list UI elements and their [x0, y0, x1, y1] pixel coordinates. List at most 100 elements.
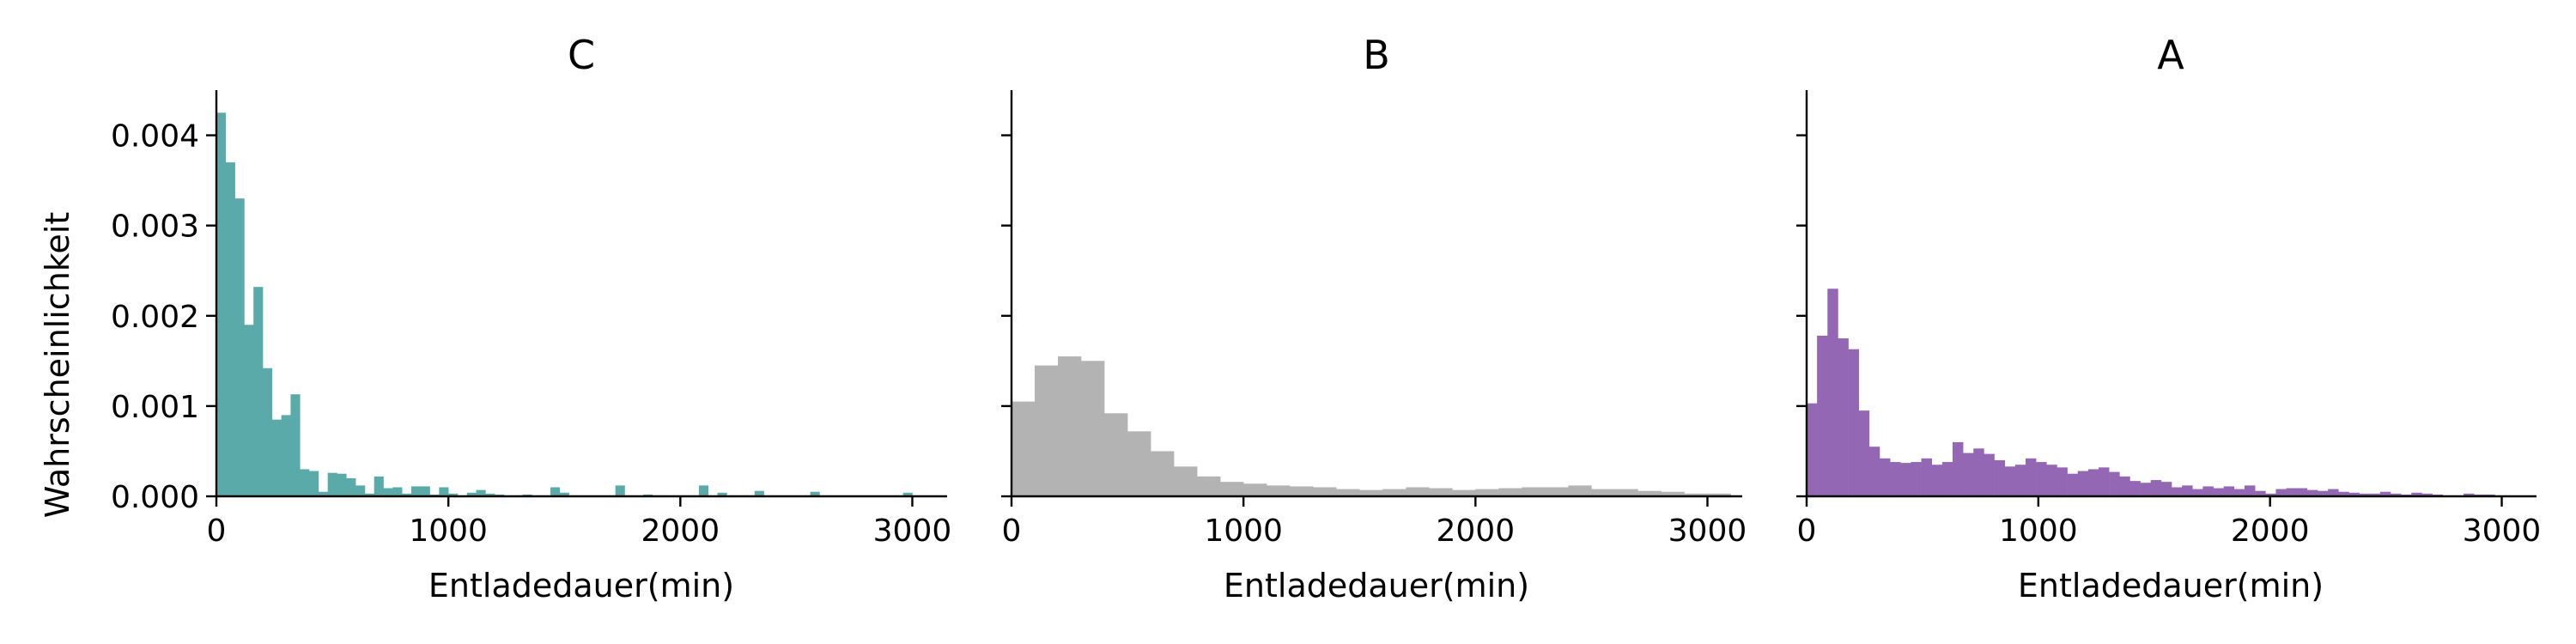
histogram-bar: [1220, 482, 1244, 496]
histogram-bar: [1243, 483, 1267, 496]
histogram-bar: [2046, 465, 2057, 496]
histogram-bar: [281, 415, 291, 496]
panel-b: B Entladedauer(min) 0 1000 2000 3000: [1001, 32, 1747, 605]
histogram-bar: [318, 491, 328, 496]
x-tick-label: 2000: [2231, 513, 2310, 549]
histogram-bar: [1890, 462, 1901, 496]
histogram-bar: [1545, 487, 1569, 496]
histogram-bar: [392, 487, 403, 496]
x-tick-label: 3000: [873, 513, 952, 549]
histogram-bar: [355, 485, 366, 496]
y-tick-label: 0.004: [111, 119, 199, 155]
histogram-bar: [1817, 335, 1828, 496]
histogram-bar: [1475, 489, 1499, 496]
histogram-bar: [2369, 493, 2381, 496]
histogram-bar: [810, 491, 820, 496]
histogram-bar: [1858, 410, 1870, 496]
histogram-bar: [1911, 462, 1922, 496]
ticks-b: 0 1000 2000 3000: [1001, 134, 1747, 549]
histogram-bar: [2202, 486, 2214, 496]
ticks-a: 0 1000 2000 3000: [1796, 134, 2542, 549]
histogram-bar: [1359, 489, 1383, 496]
x-tick-label: 2000: [641, 513, 720, 549]
histogram-bar: [902, 492, 913, 496]
histogram-bar: [1429, 488, 1453, 496]
histogram-bar: [1012, 401, 1036, 496]
histogram-bar: [448, 493, 459, 496]
histogram-bar: [374, 476, 384, 496]
histogram-bar: [2338, 491, 2349, 496]
histogram-bar: [327, 472, 337, 496]
histogram-bar: [2286, 488, 2298, 496]
histogram-bar: [1127, 431, 1151, 496]
histogram-bar: [1941, 462, 1953, 496]
histogram-bar: [346, 477, 356, 496]
histogram-bar: [337, 473, 347, 496]
histogram-bar: [410, 486, 422, 496]
histogram-bar: [466, 492, 477, 496]
histogram-bar: [420, 486, 430, 496]
histogram-bar: [2328, 489, 2339, 496]
histogram-bar: [1081, 361, 1105, 496]
histogram-bar: [2421, 493, 2433, 496]
x-tick-label: 0: [1797, 513, 1817, 549]
x-tick-label: 3000: [2463, 513, 2542, 549]
x-tick-label: 1000: [409, 513, 488, 549]
histogram-bar: [2306, 489, 2318, 496]
histogram-bar: [2014, 465, 2026, 496]
histogram-bar: [263, 368, 273, 496]
histogram-bar: [364, 493, 375, 496]
histogram-bar: [1382, 489, 1406, 496]
histogram-bar: [2245, 485, 2256, 496]
histogram-bar: [1931, 465, 1943, 496]
histogram-bar: [1313, 487, 1337, 496]
x-tick-label: 0: [207, 513, 227, 549]
histogram-bar: [253, 287, 264, 496]
histogram-bar: [1058, 356, 1082, 496]
histogram-bar: [1637, 490, 1662, 496]
histogram-bar: [2057, 467, 2068, 496]
panel-title-c: C: [568, 32, 595, 78]
histogram-bar: [2379, 491, 2391, 496]
histogram-bar: [1984, 453, 1995, 496]
histogram-bar: [1827, 289, 1838, 496]
histogram-bar: [1614, 489, 1638, 496]
histogram-bar: [402, 493, 412, 496]
histogram-bar: [2109, 471, 2120, 496]
histogram-bar: [2265, 493, 2276, 496]
histogram-bar: [2036, 462, 2047, 496]
histogram-bar: [754, 490, 764, 496]
histogram-bar: [2255, 490, 2266, 496]
panel-title-b: B: [1363, 32, 1390, 78]
histogram-bar: [2233, 489, 2245, 496]
histogram-bar: [1973, 448, 1984, 496]
histogram-bar: [1921, 458, 1933, 496]
histogram-bar: [1900, 463, 1911, 496]
histogram-bar: [2026, 458, 2037, 496]
histogram-bar: [2067, 473, 2079, 496]
histogram-bar: [698, 485, 709, 496]
histogram-bar: [1498, 488, 1522, 496]
histogram-bar: [2099, 467, 2110, 496]
histogram-bar: [1267, 485, 1291, 496]
histogram-bar: [1953, 441, 1964, 496]
histogram-bar: [2192, 489, 2203, 496]
y-tick-label: 0.002: [111, 300, 199, 335]
histogram-bar: [2275, 489, 2287, 496]
bars-c: [216, 112, 941, 497]
histogram-bar: [1522, 487, 1546, 496]
histogram-bar: [2223, 486, 2235, 496]
histogram-bar: [290, 394, 301, 496]
histogram-bar: [234, 198, 245, 496]
panel-c: C Wahrscheinlichkeit Entladedauer(min) 0…: [39, 32, 951, 605]
histogram-bar: [1707, 493, 1731, 496]
x-axis-label-b: Entladedauer(min): [1224, 567, 1529, 605]
histogram-bar: [2296, 488, 2308, 496]
histogram-bar: [1684, 493, 1708, 496]
histogram-bar: [2464, 493, 2475, 496]
histogram-bar: [225, 162, 235, 497]
x-axis-label-a: Entladedauer(min): [2018, 567, 2324, 605]
histogram-bar: [1848, 349, 1860, 496]
x-axis-label-c: Entladedauer(min): [428, 567, 734, 605]
bars-a: [1807, 289, 2495, 496]
